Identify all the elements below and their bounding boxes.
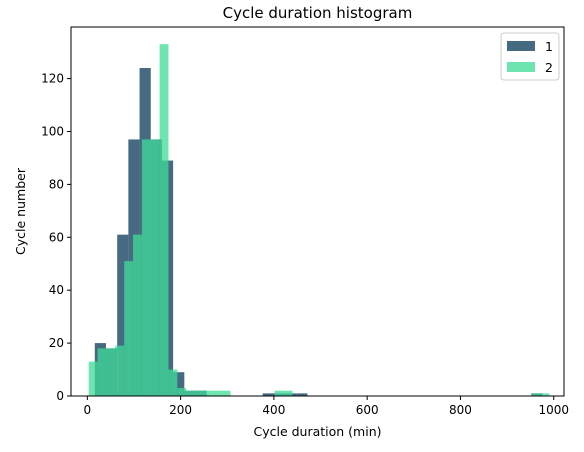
y-tick-label: 60 <box>49 230 64 244</box>
x-tick-label: 600 <box>356 403 379 417</box>
histogram-bar-series-2 <box>195 390 204 396</box>
histogram-bar-series-1 <box>296 393 308 396</box>
ticks-layer: 0 200 400 600 800 1000 0 20 40 60 80 100 120 <box>41 72 569 417</box>
x-tick-label: 400 <box>262 403 285 417</box>
histogram-bar-series-2 <box>97 348 107 396</box>
chart-title: Cycle duration histogram <box>223 4 413 22</box>
x-axis-label: Cycle duration (min) <box>253 424 381 439</box>
legend-label-2: 2 <box>545 60 553 75</box>
x-tick-label: 0 <box>84 403 92 417</box>
histogram-bar-series-2 <box>159 44 169 396</box>
x-tick-label: 1000 <box>538 403 569 417</box>
y-tick-label: 120 <box>41 72 64 86</box>
histogram-bar-series-2 <box>124 261 134 396</box>
y-tick-label: 40 <box>49 283 64 297</box>
histogram-bar-series-2 <box>203 390 213 396</box>
y-tick-label: 80 <box>49 177 64 191</box>
y-tick-label: 100 <box>41 124 64 138</box>
y-tick-label: 0 <box>56 389 64 403</box>
histogram-bar-series-2 <box>186 390 196 396</box>
histogram-bar-series-2 <box>221 390 231 396</box>
histogram-bar-series-2 <box>133 234 142 396</box>
histogram-bar-series-2 <box>88 361 98 396</box>
legend: 12 <box>500 32 560 81</box>
y-axis-label: Cycle number <box>13 167 28 255</box>
histogram-bar-series-1 <box>173 372 185 396</box>
x-tick-label: 200 <box>169 403 192 417</box>
legend-label-1: 1 <box>545 39 553 54</box>
histogram-bar-series-1 <box>117 234 129 396</box>
histogram-bar-series-2 <box>141 139 151 397</box>
histogram-bar-series-2 <box>168 369 178 396</box>
x-tick-label: 800 <box>449 403 472 417</box>
histogram-bar-series-2 <box>212 390 222 396</box>
axes-frame <box>70 26 565 397</box>
legend-swatch-2 <box>507 62 535 72</box>
histogram-bar-series-2 <box>177 388 187 396</box>
histogram-bar-series-2 <box>283 390 293 396</box>
histogram-bar-series-2 <box>540 393 550 396</box>
bars-layer <box>88 44 550 397</box>
histogram-bar-series-2 <box>274 390 284 396</box>
histogram-bar-series-1 <box>262 393 274 396</box>
histogram-bar-series-2 <box>106 348 116 396</box>
histogram-bar-series-2 <box>115 345 125 396</box>
histogram-bar-series-2 <box>531 393 541 396</box>
histogram-bar-series-2 <box>150 139 160 397</box>
y-tick-label: 20 <box>49 336 64 350</box>
legend-swatch-1 <box>507 41 535 51</box>
